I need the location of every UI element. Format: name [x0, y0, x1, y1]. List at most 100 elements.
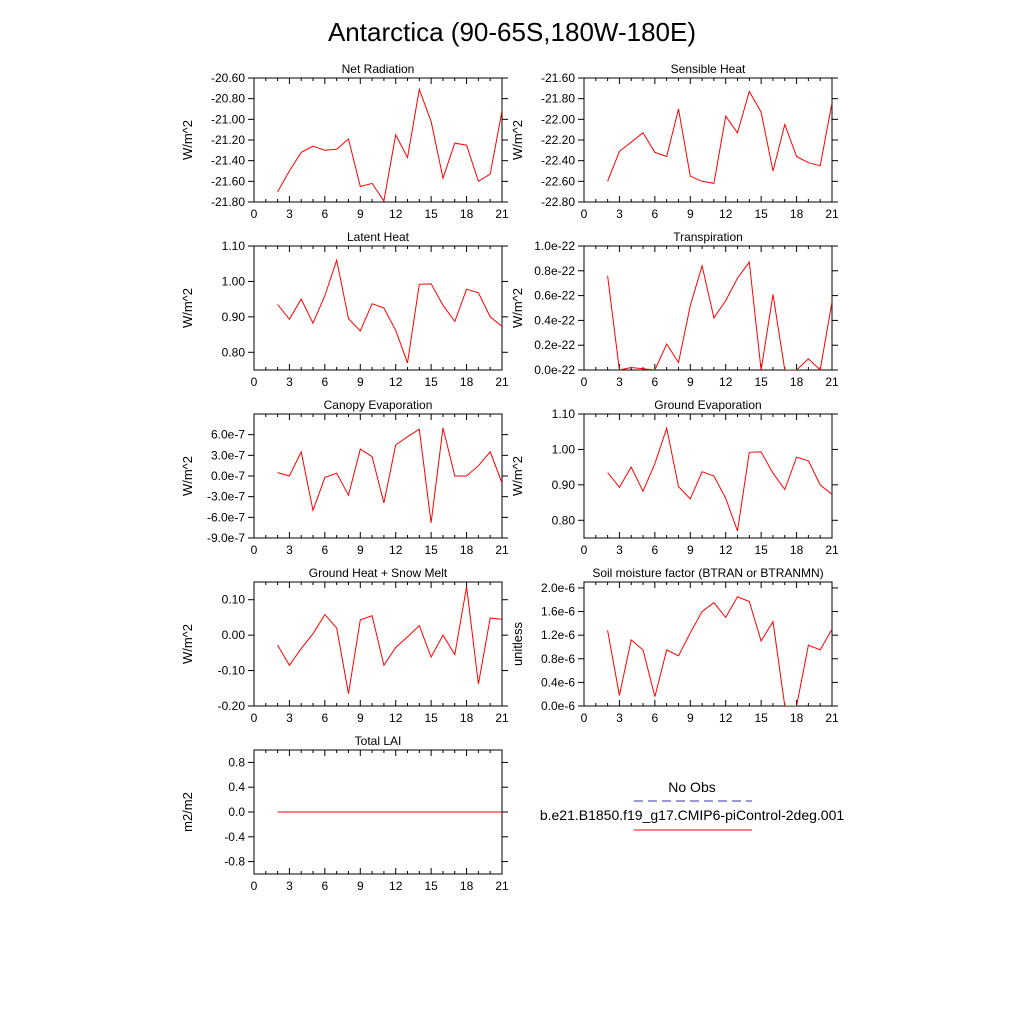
y-tick-label: -20.80 — [211, 92, 245, 106]
y-tick-label: -22.20 — [541, 133, 575, 147]
x-tick-label: 0 — [581, 207, 588, 221]
panel-title: Net Radiation — [342, 62, 415, 76]
x-tick-label: 3 — [616, 207, 623, 221]
figure-title: Antarctica (90-65S,180W-180E) — [328, 17, 696, 47]
panel-title: Sensible Heat — [671, 62, 746, 76]
x-tick-label: 6 — [322, 375, 329, 389]
x-tick-label: 15 — [754, 543, 768, 557]
x-tick-label: 9 — [357, 375, 364, 389]
x-tick-label: 15 — [424, 879, 438, 893]
y-axis-label: m2/m2 — [180, 792, 195, 832]
y-tick-label: 1.00 — [222, 274, 246, 288]
y-tick-label: -21.60 — [541, 71, 575, 85]
x-tick-label: 21 — [495, 543, 509, 557]
x-tick-label: 18 — [460, 207, 474, 221]
x-tick-label: 0 — [581, 543, 588, 557]
x-tick-label: 9 — [357, 879, 364, 893]
panel-title: Transpiration — [673, 230, 743, 244]
x-tick-label: 12 — [719, 711, 733, 725]
panel-ground-heat-snow-melt: Ground Heat + Snow Melt W/m^2 0 3 6 9 12 15 18 21… — [180, 566, 509, 725]
y-tick-label: 0.0e-6 — [541, 699, 575, 713]
panel-sensible-heat: Sensible Heat W/m^2 0 3 6 9 12 15 18 21 -22.80 -22.… — [510, 62, 839, 221]
series-line — [277, 258, 502, 364]
x-tick-label: 12 — [389, 711, 403, 725]
series-line — [607, 260, 832, 370]
panel-title: Ground Heat + Snow Melt — [309, 566, 448, 580]
x-tick-label: 21 — [825, 711, 839, 725]
plot-frame — [583, 413, 833, 539]
x-tick-label: 15 — [424, 207, 438, 221]
x-tick-label: 18 — [460, 879, 474, 893]
y-tick-label: 0.4e-6 — [541, 675, 575, 689]
x-tick-label: 21 — [495, 879, 509, 893]
plot-frame — [253, 77, 503, 203]
series-line — [607, 426, 832, 532]
legend-label-model: b.e21.B1850.f19_g17.CMIP6-piControl-2deg… — [540, 807, 845, 823]
x-tick-label: 15 — [424, 375, 438, 389]
y-axis-label: unitless — [510, 621, 525, 666]
y-tick-label: 0.8e-6 — [541, 652, 575, 666]
x-tick-label: 12 — [719, 375, 733, 389]
x-tick-label: 9 — [687, 711, 694, 725]
y-tick-label: -21.00 — [211, 112, 245, 126]
x-tick-label: 6 — [322, 711, 329, 725]
x-tick-label: 9 — [357, 711, 364, 725]
y-tick-label: 0.0e-7 — [211, 469, 245, 483]
panel-net-radiation: Net Radiation W/m^2 0 3 6 9 12 15 18 21 -21.80 -21.… — [180, 62, 509, 221]
x-tick-label: 21 — [825, 207, 839, 221]
series-line — [607, 596, 832, 706]
y-tick-label: 1.0e-22 — [534, 239, 575, 253]
x-tick-label: 18 — [460, 711, 474, 725]
y-tick-label: -6.0e-7 — [207, 510, 245, 524]
x-tick-label: 21 — [825, 375, 839, 389]
y-tick-label: -0.10 — [218, 664, 246, 678]
panel-transpiration: Transpiration W/m^2 0 3 6 9 12 15 18 21 0.0e-22 0.2… — [510, 230, 839, 389]
y-axis-label: W/m^2 — [180, 288, 195, 328]
x-tick-label: 12 — [389, 879, 403, 893]
series-line — [607, 90, 832, 184]
y-tick-label: 0.4 — [228, 780, 245, 794]
y-tick-label: -0.8 — [224, 855, 245, 869]
x-tick-label: 6 — [652, 543, 659, 557]
y-tick-label: 0.2e-22 — [534, 338, 575, 352]
y-axis-label: W/m^2 — [510, 456, 525, 496]
x-tick-label: 0 — [251, 207, 258, 221]
x-tick-label: 0 — [251, 375, 258, 389]
x-tick-label: 3 — [616, 711, 623, 725]
y-tick-label: -21.40 — [211, 154, 245, 168]
x-tick-label: 21 — [495, 375, 509, 389]
y-tick-label: -22.40 — [541, 154, 575, 168]
panel-title: Total LAI — [355, 734, 402, 748]
y-tick-label: 0.80 — [552, 513, 576, 527]
x-tick-label: 12 — [719, 543, 733, 557]
y-tick-label: 2.0e-6 — [541, 581, 575, 595]
x-tick-label: 0 — [581, 375, 588, 389]
x-tick-label: 21 — [495, 207, 509, 221]
x-tick-label: 9 — [687, 207, 694, 221]
panel-canopy-evaporation: Canopy Evaporation W/m^2 0 3 6 9 12 15 18 21 -9.0e… — [180, 398, 509, 557]
x-tick-label: 12 — [389, 207, 403, 221]
y-axis-label: W/m^2 — [510, 120, 525, 160]
plot-frame — [583, 581, 833, 707]
x-tick-label: 21 — [825, 543, 839, 557]
x-tick-label: 3 — [286, 375, 293, 389]
x-tick-label: 6 — [322, 207, 329, 221]
y-tick-label: -3.0e-7 — [207, 490, 245, 504]
y-tick-label: 3.0e-7 — [211, 448, 245, 462]
x-tick-label: 15 — [754, 207, 768, 221]
y-tick-label: 0.8e-22 — [534, 264, 575, 278]
panel-soil-moisture-factor-btran-or-btranmn: Soil moisture factor (BTRAN or BTRANMN) u… — [510, 566, 839, 725]
y-tick-label: 1.6e-6 — [541, 605, 575, 619]
y-tick-label: 0.90 — [552, 478, 576, 492]
panel-title: Soil moisture factor (BTRAN or BTRANMN) — [592, 566, 823, 580]
series-line — [277, 586, 502, 694]
x-tick-label: 9 — [687, 375, 694, 389]
x-tick-label: 0 — [251, 879, 258, 893]
y-tick-label: 0.8 — [228, 755, 245, 769]
y-tick-label: -21.80 — [211, 195, 245, 209]
x-tick-label: 0 — [581, 711, 588, 725]
y-tick-label: 0.4e-22 — [534, 313, 575, 327]
x-tick-label: 0 — [251, 543, 258, 557]
x-tick-label: 18 — [790, 711, 804, 725]
